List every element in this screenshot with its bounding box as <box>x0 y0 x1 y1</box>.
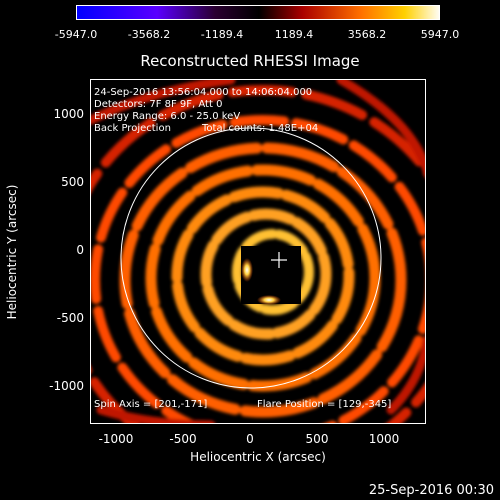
total-counts: Total counts: 1.48E+04 <box>202 123 319 134</box>
x-tick: 500 <box>305 432 329 446</box>
colorbar <box>76 5 440 20</box>
y-tick: 0 <box>76 243 84 257</box>
y-axis-label: Heliocentric Y (arcsec) <box>5 184 19 320</box>
x-tick: 0 <box>246 432 254 446</box>
y-tick: 1000 <box>53 107 84 121</box>
colorbar-tick: -5947.0 <box>54 28 98 41</box>
spin-axis: Spin Axis = [201,-171] <box>94 399 208 410</box>
x-tick: 1000 <box>368 432 400 446</box>
generated-timestamp: 25-Sep-2016 00:30 <box>368 483 494 498</box>
y-tick: -500 <box>56 311 84 325</box>
solar-image <box>91 80 425 423</box>
image-plot <box>90 79 426 424</box>
colorbar-tick: 5947.0 <box>420 28 460 41</box>
x-axis-label: Heliocentric X (arcsec) <box>190 450 326 464</box>
plot-title: Reconstructed RHESSI Image <box>140 52 360 70</box>
y-tick: 500 <box>61 175 84 189</box>
time-range: 24-Sep-2016 13:56:04.000 to 14:06:04.000 <box>94 87 313 98</box>
energy-range: Energy Range: 6.0 - 25.0 keV <box>94 111 241 122</box>
y-tick: -1000 <box>49 379 84 393</box>
flare-position: Flare Position = [129,-345] <box>257 399 392 410</box>
colorbar-tick: -3568.2 <box>127 28 171 41</box>
colorbar-tick: 3568.2 <box>347 28 387 41</box>
colorbar-tick: -1189.4 <box>200 28 244 41</box>
method: Back Projection <box>94 123 171 134</box>
detectors: Detectors: 7F 8F 9F, Att 0 <box>94 99 223 110</box>
x-tick: -1000 <box>98 432 134 446</box>
colorbar-tick: 1189.4 <box>274 28 314 41</box>
x-tick: -500 <box>169 432 197 446</box>
